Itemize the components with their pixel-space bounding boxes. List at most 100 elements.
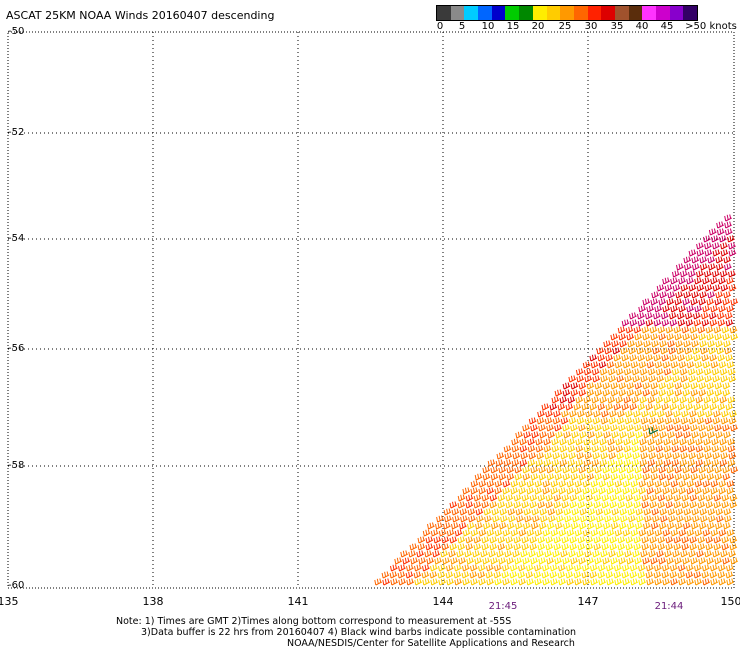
wind-barb	[527, 445, 536, 453]
wind-barb	[699, 508, 708, 516]
wind-barb	[683, 256, 692, 264]
wind-barb	[612, 347, 621, 355]
wind-barb	[522, 557, 531, 565]
wind-barb	[624, 452, 633, 460]
wind-barb	[498, 557, 507, 565]
wind-barb	[521, 501, 530, 509]
wind-barb	[529, 536, 538, 544]
wind-barb	[631, 445, 640, 453]
wind-barb	[591, 368, 600, 376]
wind-barb	[478, 480, 487, 488]
wind-barb	[518, 564, 526, 572]
wind-barb	[590, 487, 599, 495]
legend-swatch	[437, 6, 451, 20]
wind-barb	[725, 571, 734, 579]
wind-barb	[518, 578, 527, 586]
wind-barb	[486, 564, 494, 572]
wind-barb	[650, 382, 659, 390]
wind-barb	[687, 459, 696, 467]
wind-barb	[527, 459, 536, 467]
wind-barb	[689, 326, 698, 334]
wind-barb	[523, 508, 532, 516]
wind-barb	[545, 410, 553, 418]
wind-barb	[629, 354, 638, 362]
wind-barb	[513, 501, 522, 509]
wind-barb	[648, 417, 657, 425]
wind-barb	[553, 494, 562, 502]
wind-barb	[607, 445, 616, 453]
wind-barb	[590, 564, 598, 572]
wind-barb	[678, 564, 686, 572]
wind-barb	[601, 494, 610, 502]
wind-barb	[702, 361, 711, 369]
wind-barb	[538, 424, 546, 432]
wind-barb	[398, 564, 406, 572]
wind-barb	[712, 550, 721, 558]
wind-barb	[554, 557, 563, 565]
wind-barb	[623, 396, 632, 404]
wind-barb	[542, 487, 551, 495]
wind-barb	[609, 410, 617, 418]
wind-barb	[676, 515, 684, 523]
wind-barb	[470, 529, 479, 537]
wind-barb	[678, 305, 687, 313]
wind-barb	[565, 403, 574, 411]
wind-barb	[705, 410, 713, 418]
wind-barb	[694, 529, 703, 537]
wind-barb	[505, 536, 514, 544]
wind-barb	[724, 347, 733, 355]
wind-barb	[616, 375, 625, 383]
wind-barb	[688, 249, 697, 257]
wind-barb	[508, 515, 516, 523]
lon-label: 144	[432, 595, 454, 608]
wind-barb	[582, 529, 591, 537]
footnote-line-2: 3)Data buffer is 22 hrs from 20160407 4)…	[141, 627, 577, 638]
wind-barb	[473, 543, 482, 551]
wind-barb	[714, 473, 723, 481]
wind-barb	[613, 403, 622, 411]
wind-barb	[707, 291, 716, 299]
wind-barb	[570, 389, 579, 397]
wind-barb	[526, 578, 535, 586]
wind-barb	[677, 319, 686, 327]
wind-barb	[530, 466, 539, 474]
wind-barb	[719, 368, 728, 376]
wind-barb	[696, 284, 705, 292]
wind-barb	[510, 578, 519, 586]
wind-barb	[722, 473, 731, 481]
wind-barb	[629, 403, 638, 411]
wind-barb	[476, 515, 484, 523]
wind-barb	[467, 508, 476, 516]
wind-barb	[610, 424, 618, 432]
wind-barb	[578, 466, 587, 474]
wind-barb	[584, 452, 593, 460]
wind-barb	[642, 466, 651, 474]
wind-barb	[567, 459, 576, 467]
wind-barb	[427, 522, 435, 530]
wind-barb	[459, 508, 468, 516]
wind-barb	[657, 543, 666, 551]
wind-barb	[481, 536, 490, 544]
legend-label: 20	[531, 21, 545, 32]
wind-barb	[614, 361, 623, 369]
wind-barb	[511, 438, 520, 446]
wind-barb	[490, 557, 499, 565]
wind-barb	[635, 340, 644, 348]
wind-barb	[713, 536, 722, 544]
wind-barb	[496, 550, 505, 558]
wind-barb	[701, 571, 710, 579]
wind-barb	[569, 494, 578, 502]
wind-barb	[618, 557, 627, 565]
wind-barb	[554, 466, 563, 474]
wind-barb	[534, 529, 543, 537]
wind-barb	[690, 298, 699, 306]
wind-barb	[566, 487, 575, 495]
wind-barb	[675, 431, 684, 439]
wind-barb	[720, 452, 729, 460]
contaminated-barb	[648, 426, 659, 435]
wind-barb	[627, 340, 636, 348]
wind-barb	[490, 466, 499, 474]
wind-barb	[585, 543, 594, 551]
wind-barb	[586, 473, 595, 481]
wind-barb	[690, 557, 699, 565]
